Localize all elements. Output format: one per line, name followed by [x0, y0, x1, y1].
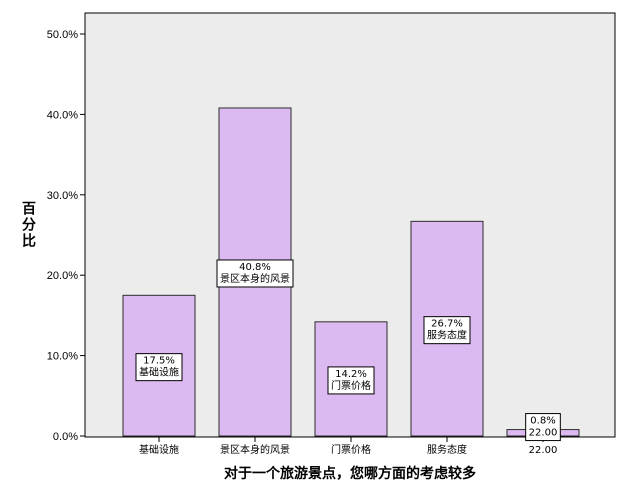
data-label-box	[135, 353, 183, 382]
data-label: 26.7%服务态度	[423, 316, 471, 345]
y-tick-label: 0.0%	[53, 431, 78, 443]
data-label-value: 0.8%	[530, 416, 555, 427]
x-tick-label: 基础设施	[139, 443, 179, 456]
y-tick-label: 30.0%	[47, 190, 78, 202]
data-label: 17.5%基础设施	[135, 353, 183, 382]
data-label: 40.8%景区本身的风景	[216, 259, 294, 288]
data-label-box	[423, 316, 471, 345]
data-label-value: 26.7%	[431, 319, 463, 330]
data-labels-group: 17.5%基础设施 40.8%景区本身的风景 14.2%门票价格 26.7%服务态度 0…	[135, 259, 561, 442]
data-label-box	[525, 413, 561, 442]
x-tick-label: 门票价格	[331, 443, 371, 456]
y-tick-label: 50.0%	[47, 29, 78, 41]
y-tick-label: 10.0%	[47, 351, 78, 363]
y-tick-label: 40.0%	[47, 109, 78, 121]
x-axis: 基础设施 景区本身的风景 门票价格 服务态度 22.00	[139, 437, 557, 456]
x-tick-label: 22.00	[529, 445, 558, 456]
y-axis-title: 百分比	[20, 201, 36, 249]
x-tick-label: 服务态度	[427, 443, 467, 456]
data-label-category: 基础设施	[139, 366, 179, 379]
data-label-box	[216, 259, 294, 288]
data-label-value: 17.5%	[143, 356, 175, 367]
data-label: 14.2%门票价格	[327, 366, 375, 395]
data-label-category: 服务态度	[427, 329, 467, 342]
data-label-category: 22.00	[529, 428, 558, 439]
data-label-value: 14.2%	[335, 369, 367, 380]
data-label-box	[327, 366, 375, 395]
data-label-category: 门票价格	[331, 379, 371, 392]
data-label-category: 景区本身的风景	[220, 272, 290, 285]
data-label: 0.8%22.00	[525, 413, 561, 442]
x-axis-title: 对于一个旅游景点，您哪方面的考虑较多	[224, 465, 476, 482]
y-tick-label: 20.0%	[47, 270, 78, 282]
data-label-value: 40.8%	[239, 262, 271, 273]
bars-group	[122, 107, 580, 437]
x-tick-label: 景区本身的风景	[220, 443, 290, 456]
y-axis: 0.0% 10.0% 20.0% 30.0% 40.0% 50.0%	[47, 29, 85, 443]
